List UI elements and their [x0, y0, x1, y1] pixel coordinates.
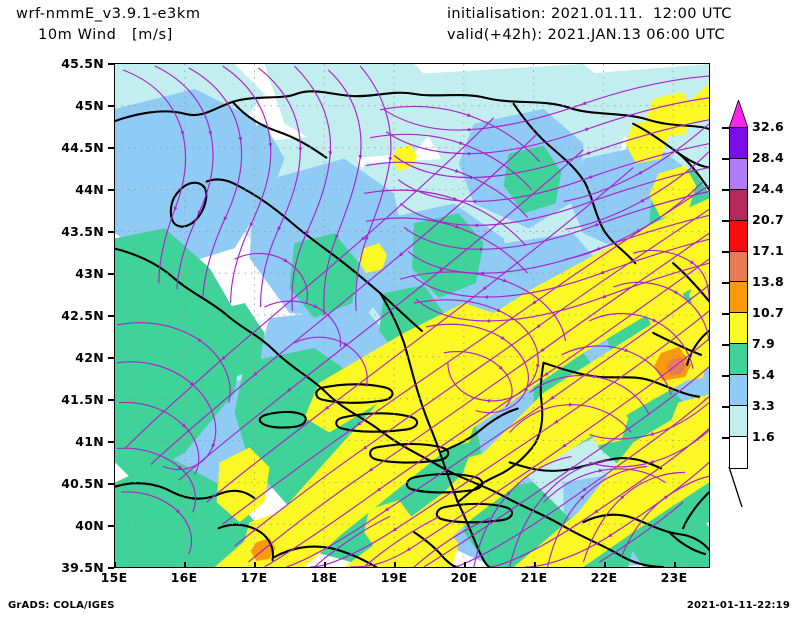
colorbar-label: 1.6 — [752, 429, 776, 444]
model-title: wrf-nmmE_v3.9.1-e3km — [16, 6, 201, 22]
field-title: 10m Wind [m/s] — [38, 27, 173, 43]
initialisation-text: initialisation: 2021.01.11. 12:00 UTC — [447, 6, 732, 22]
y-tick-label: 44.5N — [61, 140, 104, 155]
colorbar-label: 28.4 — [752, 150, 785, 165]
colorbar-label: 10.7 — [752, 305, 785, 320]
colorbar-band-5.4-7.9 — [730, 344, 747, 376]
valid-time-text: valid(+42h): 2021.JAN.13 06:00 UTC — [447, 27, 726, 43]
grads-credit: GrADS: COLA/IGES — [8, 600, 115, 611]
colorbar-label: 5.4 — [752, 367, 776, 382]
wind-speed-map — [115, 64, 709, 567]
colorbar-band-1.6-3.3 — [730, 406, 747, 437]
colorbar-band-28.4-32.6 — [730, 128, 747, 159]
x-tick-label: 23E — [660, 570, 688, 585]
x-tick-label: 21E — [520, 570, 548, 585]
y-tick-label: 44N — [75, 182, 104, 197]
y-tick-label: 42.5N — [61, 308, 104, 323]
y-tick-label: 42N — [75, 350, 104, 365]
x-tick-label: 17E — [240, 570, 268, 585]
colorbar-band-3.3-5.4 — [730, 375, 747, 407]
colorbar[interactable] — [729, 127, 748, 469]
y-tick-label: 41.5N — [61, 392, 104, 407]
x-tick-label: 20E — [450, 570, 478, 585]
colorbar-band-below-1.6 — [730, 436, 747, 468]
colorbar-tail-line — [728, 467, 743, 507]
colorbar-label: 20.7 — [752, 212, 785, 227]
y-tick-label: 43N — [75, 266, 104, 281]
colorbar-label: 7.9 — [752, 336, 776, 351]
y-tick-label: 43.5N — [61, 224, 104, 239]
colorbar-extend-arrow — [729, 100, 748, 128]
x-tick-label: 18E — [310, 570, 338, 585]
y-tick-label: 39.5N — [61, 560, 104, 575]
x-tick-label: 15E — [100, 570, 128, 585]
x-tick-label: 16E — [170, 570, 198, 585]
colorbar-band-7.9-10.7 — [730, 313, 747, 345]
colorbar-band-24.4-28.4 — [730, 158, 747, 190]
colorbar-label: 17.1 — [752, 243, 785, 258]
render-timestamp: 2021-01-11-22:19 — [686, 600, 790, 611]
y-tick-label: 41N — [75, 434, 104, 449]
x-tick-label: 22E — [590, 570, 618, 585]
colorbar-band-13.8-17.1 — [730, 251, 747, 283]
x-tick-label: 19E — [380, 570, 408, 585]
colorbar-label: 13.8 — [752, 274, 785, 289]
header: wrf-nmmE_v3.9.1-e3km 10m Wind [m/s] init… — [0, 0, 800, 56]
y-tick-label: 40.5N — [61, 476, 104, 491]
colorbar-band-17.1-20.7 — [730, 220, 747, 252]
colorbar-band-20.7-24.4 — [730, 189, 747, 221]
y-tick-label: 40N — [75, 518, 104, 533]
colorbar-label: 24.4 — [752, 181, 785, 196]
colorbar-label: 32.6 — [752, 119, 785, 134]
colorbar-band-10.7-13.8 — [730, 282, 747, 314]
map-plot-area[interactable] — [114, 63, 710, 568]
y-tick-label: 45.5N — [61, 56, 104, 71]
colorbar-label: 3.3 — [752, 398, 776, 413]
y-tick-label: 45N — [75, 98, 104, 113]
